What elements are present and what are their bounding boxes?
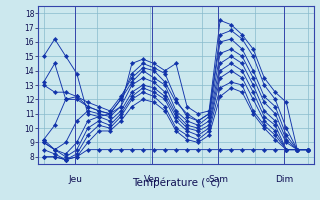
- Text: Dim: Dim: [276, 175, 294, 184]
- Text: Ven: Ven: [144, 175, 161, 184]
- X-axis label: Température (°c): Température (°c): [132, 178, 220, 188]
- Text: Jeu: Jeu: [68, 175, 83, 184]
- Text: Sam: Sam: [208, 175, 228, 184]
